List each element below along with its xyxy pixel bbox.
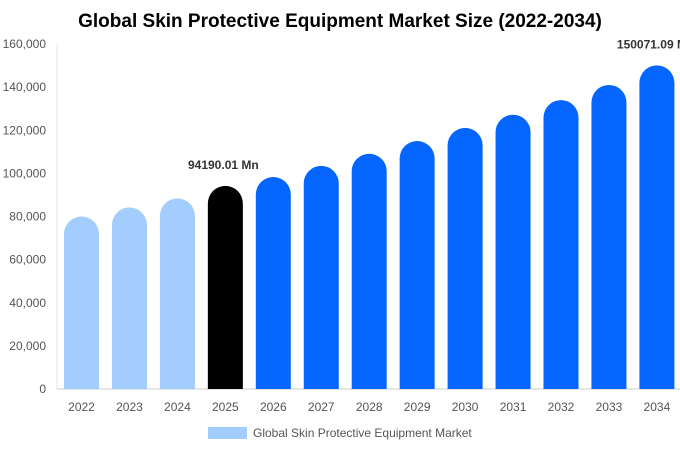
bar-2034[interactable] [639,65,675,389]
y-tick-label: 160,000 [3,37,47,51]
data-label-2025: 94190.01 Mn [188,158,259,172]
y-tick-label: 80,000 [9,210,46,224]
legend-swatch [208,427,247,439]
y-tick-label: 0 [39,382,46,396]
x-tick-label: 2031 [500,400,527,414]
legend-label: Global Skin Protective Equipment Market [253,426,472,440]
x-tick-label: 2023 [116,400,143,414]
x-tick-label: 2027 [308,400,335,414]
bar-2024[interactable] [159,198,195,389]
legend[interactable]: Global Skin Protective Equipment Market [208,426,472,440]
y-axis: 0 20,000 40,000 60,000 80,000 100,000 120,000 1… [3,37,58,396]
x-tick-label: 2026 [260,400,287,414]
y-tick-label: 140,000 [3,80,47,94]
bar-2027[interactable] [303,165,339,389]
bars [64,65,675,390]
data-labels: 94190.01 Mn 150071.09 Mn [188,37,680,171]
x-tick-label: 2030 [452,400,479,414]
x-tick-label: 2032 [548,400,575,414]
x-tick-label: 2025 [212,400,239,414]
y-tick-label: 120,000 [3,123,47,137]
x-axis: 2022 2023 2024 2025 2026 2027 2028 2029 2030 2031… [57,388,680,414]
bar-2033[interactable] [591,84,627,389]
bar-2030[interactable] [447,127,483,390]
bar-2026[interactable] [255,177,291,389]
x-tick-label: 2024 [164,400,191,414]
bar-2025[interactable] [207,185,243,389]
x-tick-label: 2028 [356,400,383,414]
x-tick-label: 2029 [404,400,431,414]
bar-2023[interactable] [111,207,147,389]
bar-2022[interactable] [64,216,99,390]
bar-2032[interactable] [543,100,579,389]
bar-2031[interactable] [495,114,531,389]
data-label-2034: 150071.09 Mn [617,37,680,51]
bar-2029[interactable] [399,141,435,389]
chart-title: Global Skin Protective Equipment Market … [78,11,602,32]
y-tick-label: 100,000 [3,166,47,180]
x-tick-label: 2034 [644,400,671,414]
y-tick-label: 40,000 [9,296,46,310]
y-tick-label: 60,000 [9,253,46,267]
x-tick-label: 2022 [68,400,95,414]
y-tick-label: 20,000 [9,339,46,353]
x-tick-label: 2033 [596,400,623,414]
bar-2028[interactable] [351,153,387,389]
